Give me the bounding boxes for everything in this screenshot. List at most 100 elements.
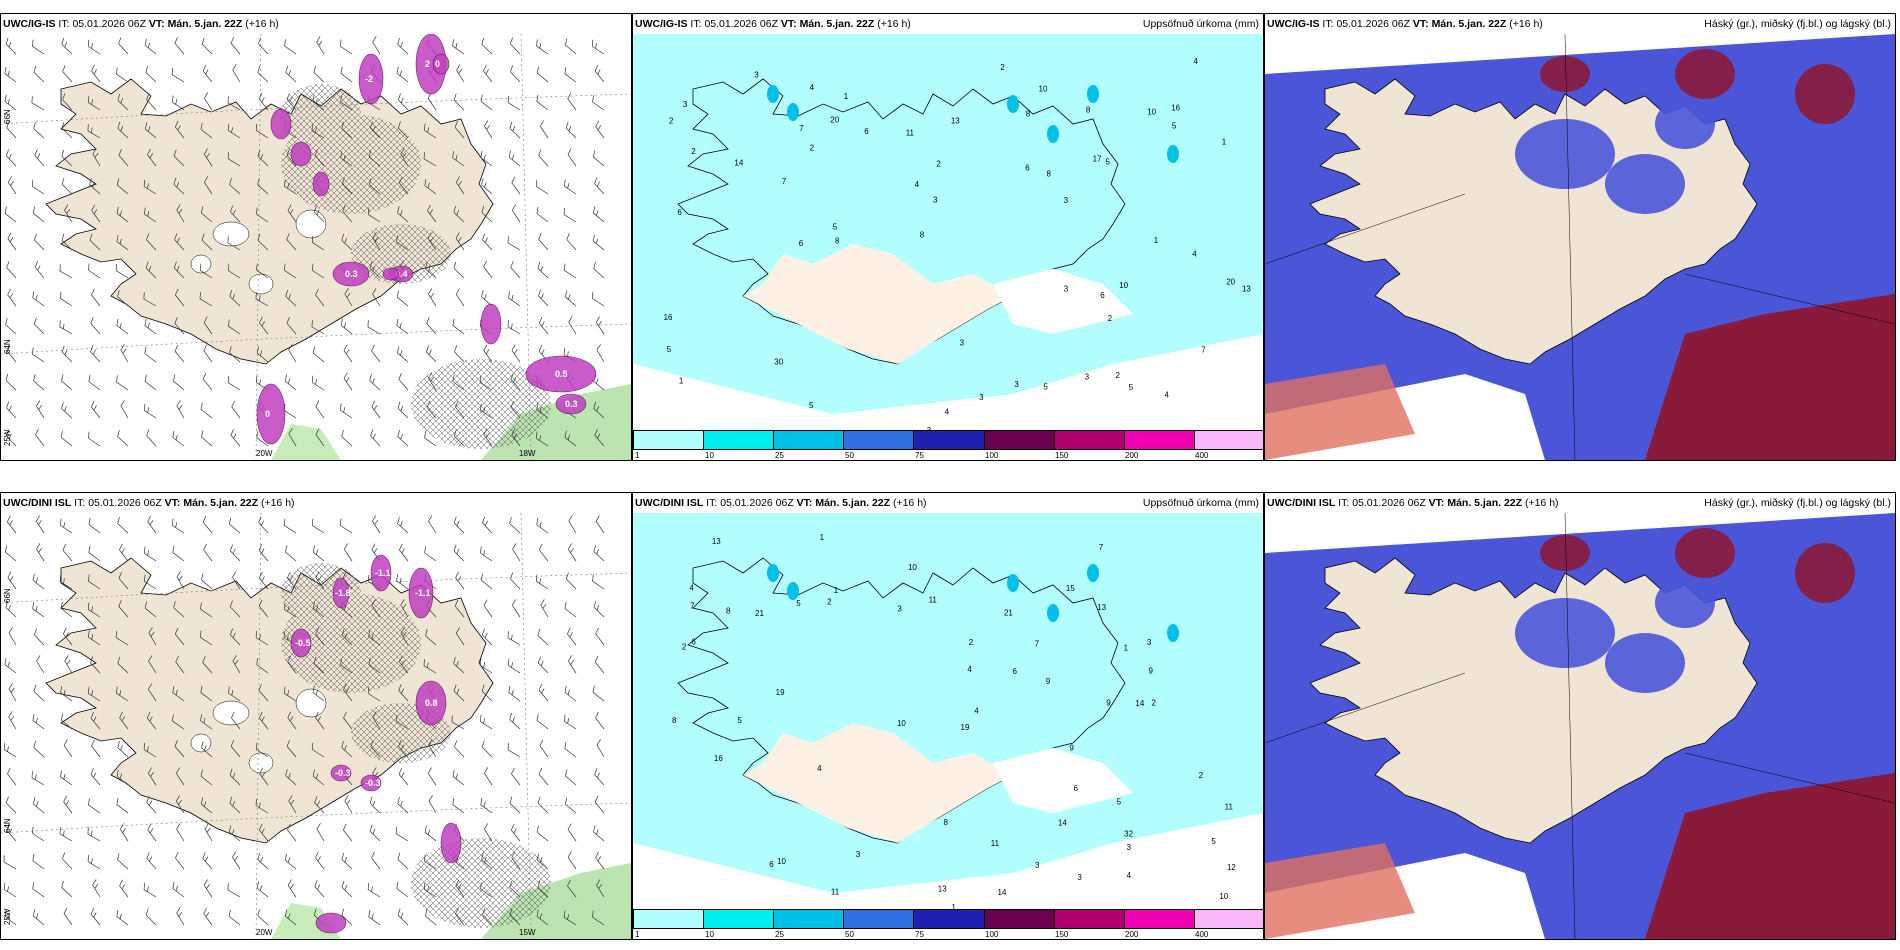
svg-text:8: 8 [835,236,840,245]
svg-text:-1.1: -1.1 [415,588,431,598]
svg-text:19: 19 [776,688,785,697]
colorbar-tick: 400 [1195,930,1209,939]
svg-text:5: 5 [1117,798,1122,807]
colorbar-swatch [1194,431,1263,449]
svg-text:0.3: 0.3 [565,399,578,409]
svg-text:5: 5 [1172,122,1177,131]
colorbar-tick: 150 [1055,930,1069,939]
colorbar-tick: 75 [915,930,924,939]
svg-text:5: 5 [737,716,742,725]
svg-text:15: 15 [1066,584,1075,593]
colorbar-tick: 10 [705,451,714,460]
lat-label-25w: 25W [3,908,12,925]
svg-text:3: 3 [754,70,759,79]
svg-text:7: 7 [1035,640,1040,649]
colorbar-tick: 25 [775,930,784,939]
panel-ig-clouds: UWC/IG-IS IT: 05.01.2026 06Z VT: Mán. 5.… [1264,13,1896,461]
svg-text:10: 10 [777,857,786,866]
panel-field-label: Uppsöfnuð úrkoma (mm) [1142,497,1259,509]
colorbar-swatch [1124,431,1195,449]
colorbar-swatch [634,431,705,449]
svg-text:10: 10 [897,719,906,728]
panel-ig-wind: UWC/IG-IS IT: 05.01.2026 06Z VT: Mán. 5.… [0,13,632,461]
colorbar-tick: 50 [845,930,854,939]
svg-text:6: 6 [677,208,682,217]
svg-text:4: 4 [1192,250,1197,259]
svg-text:4: 4 [974,707,979,716]
svg-text:13: 13 [712,537,721,546]
svg-text:4: 4 [1127,871,1132,880]
svg-text:8: 8 [1086,105,1091,114]
svg-text:1: 1 [951,903,956,912]
svg-text:3: 3 [1064,196,1069,205]
colorbar-swatch [984,910,1055,928]
svg-text:2: 2 [425,59,430,69]
colorbar-tick: 200 [1125,451,1139,460]
svg-text:10: 10 [1039,84,1048,93]
svg-text:4: 4 [817,764,822,773]
svg-text:17: 17 [1093,154,1102,163]
panel-title: UWC/DINI ISL IT: 05.01.2026 06Z VT: Mán.… [635,497,927,509]
colorbar-tick: 400 [1195,451,1209,460]
svg-text:5: 5 [1043,382,1048,391]
svg-text:2: 2 [1115,371,1120,380]
svg-text:9: 9 [1069,744,1074,753]
svg-text:6: 6 [691,638,696,647]
svg-text:-0.3: -0.3 [335,768,351,778]
svg-text:9: 9 [1149,667,1154,676]
svg-text:20: 20 [1226,278,1235,287]
svg-text:4: 4 [967,665,972,674]
svg-text:7: 7 [690,602,695,611]
precip-map-dini: 2343131114151916322198121311141167891092… [633,513,1263,939]
panel-title: UWC/IG-IS IT: 05.01.2026 06Z VT: Mán. 5.… [635,18,911,30]
svg-text:20: 20 [830,115,839,124]
svg-text:2: 2 [669,117,674,126]
svg-text:14: 14 [1135,699,1144,708]
svg-text:1: 1 [1154,236,1159,245]
colorbar-swatch [1054,431,1125,449]
svg-text:0: 0 [265,409,270,419]
svg-text:2: 2 [1199,771,1204,780]
svg-text:6: 6 [1100,291,1105,300]
colorbar-swatch [984,431,1055,449]
colorbar-tick: 75 [915,451,924,460]
panel-field-label: Háský (gr.), miðský (fj.bl.) og lágský (… [1704,497,1891,509]
colorbar-swatch [844,431,915,449]
panel-title: UWC/DINI ISL IT: 05.01.2026 06Z VT: Mán.… [3,497,295,509]
colorbar-swatch [1124,910,1195,928]
svg-text:3: 3 [1127,843,1132,852]
colorbar-tick: 50 [845,451,854,460]
svg-text:8: 8 [672,716,677,725]
lat-label-64n: 64N [3,818,12,833]
svg-text:9: 9 [1106,699,1111,708]
colorbar-swatch [774,431,845,449]
svg-text:8: 8 [943,818,948,827]
lat-label-66n: 66N [3,109,12,124]
colorbar-tick: 1 [635,451,640,460]
svg-text:-1.8: -1.8 [335,588,351,598]
svg-text:-2: -2 [365,74,373,84]
svg-text:2: 2 [969,638,974,647]
panel-title: UWC/IG-IS IT: 05.01.2026 06Z VT: Mán. 5.… [3,18,279,30]
svg-text:11: 11 [906,128,915,137]
colorbar-tick: 100 [985,451,999,460]
svg-text:32: 32 [1124,829,1133,838]
svg-text:-0.5: -0.5 [295,638,311,648]
svg-text:4: 4 [1194,57,1199,66]
svg-text:0: 0 [435,59,440,69]
svg-text:8: 8 [1026,109,1031,118]
svg-text:5: 5 [1106,157,1111,166]
panel-title: UWC/DINI ISL IT: 05.01.2026 06Z VT: Mán.… [1267,497,1559,509]
colorbar-swatch [914,910,985,928]
svg-text:4: 4 [810,83,815,92]
svg-text:0.8: 0.8 [425,698,438,708]
svg-text:3: 3 [960,338,965,347]
svg-text:10: 10 [1147,107,1156,116]
svg-text:11: 11 [831,888,840,897]
wind-map-dini: -1.1 -1.8 -1.1 0.8 -0.5 -0.3 -0.3 [1,513,631,939]
lat-label-66n: 66N [3,588,12,603]
panel-field-label: Uppsöfnuð úrkoma (mm) [1142,18,1259,30]
svg-text:2: 2 [682,643,687,652]
lon-label-20w: 20W [256,928,273,937]
svg-text:6: 6 [1025,163,1030,172]
